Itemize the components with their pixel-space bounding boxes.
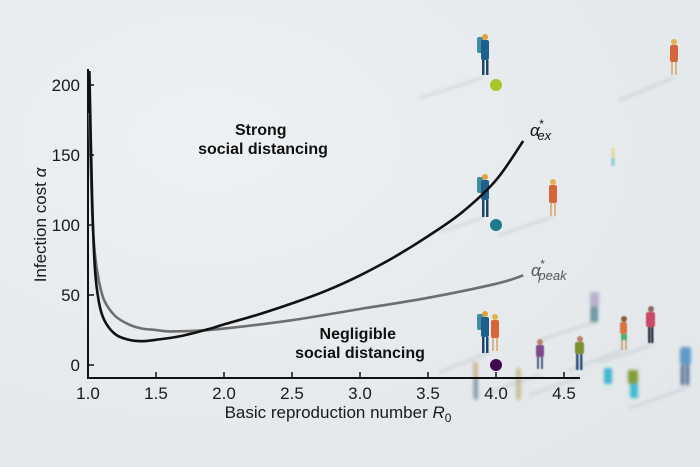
y-tick-label: 150: [52, 146, 80, 165]
alpha-ex-label: α* ex: [530, 117, 552, 143]
y-tick-label: 200: [52, 76, 80, 95]
crowd-figures-icon: [536, 306, 655, 370]
mid-cost-dot: [490, 219, 502, 231]
background-figures: [418, 34, 691, 410]
y-axis-title: Infection cost α: [31, 166, 50, 282]
couple-figure-icon: [477, 311, 499, 353]
alpha-peak-label: α* peak: [531, 257, 568, 283]
high-cost-dot: [490, 79, 502, 91]
x-axis-title: Basic reproduction number R0: [225, 403, 452, 425]
x-tick-label: 1.5: [144, 384, 168, 403]
low-cost-dot: [490, 359, 502, 371]
x-tick-label: 4.5: [552, 384, 576, 403]
alpha-ex-curve: [88, 70, 525, 343]
x-tick-label: 2.5: [280, 384, 304, 403]
x-tick-label: 3.5: [416, 384, 440, 403]
y-tick-label: 100: [52, 216, 80, 235]
x-tick-label: 1.0: [76, 384, 100, 403]
hiker-figure-icon: [477, 34, 489, 75]
x-tick-label: 2.0: [212, 384, 236, 403]
alpha-peak-curve: [88, 112, 524, 333]
woman-figure-icon: [549, 179, 557, 216]
y-ticks: 0 50 100 150 200: [52, 76, 94, 375]
y-tick-label: 0: [71, 356, 80, 375]
x-ticks: 1.0 1.5 2.0 2.5 3.0 3.5 4.0 4.5: [76, 372, 576, 403]
blurred-figures-icon: [473, 292, 691, 400]
distant-figure-icon: [611, 148, 615, 166]
x-tick-label: 3.0: [348, 384, 372, 403]
strong-distancing-label: Strong social distancing: [198, 122, 328, 158]
y-tick-label: 50: [61, 286, 80, 305]
data-points: [490, 79, 502, 371]
woman-figure-icon: [670, 39, 678, 75]
negligible-distancing-label: Negligible social distancing: [295, 326, 425, 362]
x-tick-label: 4.0: [484, 384, 508, 403]
